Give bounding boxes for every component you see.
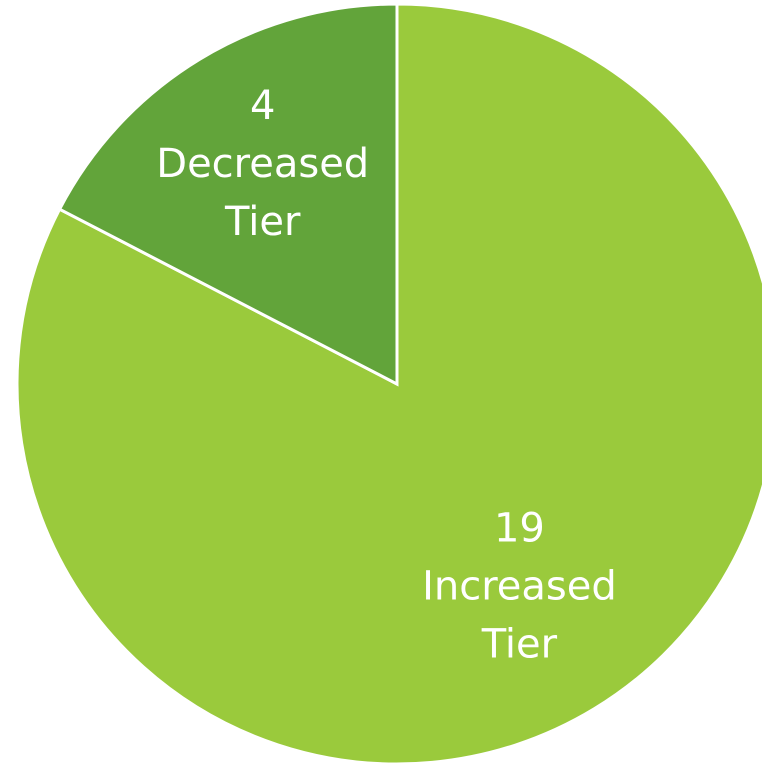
slice-label-word: Decreased: [156, 141, 369, 187]
slice-label-word: Tier: [481, 621, 558, 667]
slice-label-word: Increased: [422, 563, 617, 609]
slice-value: 19: [494, 505, 545, 551]
pie-slice-label: 19 Increased Tier: [422, 505, 617, 667]
pie-slice-decreased-tier: [57, 2, 399, 387]
pie-labels: 19 Increased Tier 4 Decreased Tier: [156, 83, 616, 667]
slice-label-word: Tier: [224, 199, 301, 245]
pie-slice-label: 4 Decreased Tier: [156, 83, 369, 245]
pie-slice-increased-tier: [15, 2, 762, 766]
pie-slices: [15, 2, 762, 766]
slice-value: 4: [250, 83, 275, 129]
